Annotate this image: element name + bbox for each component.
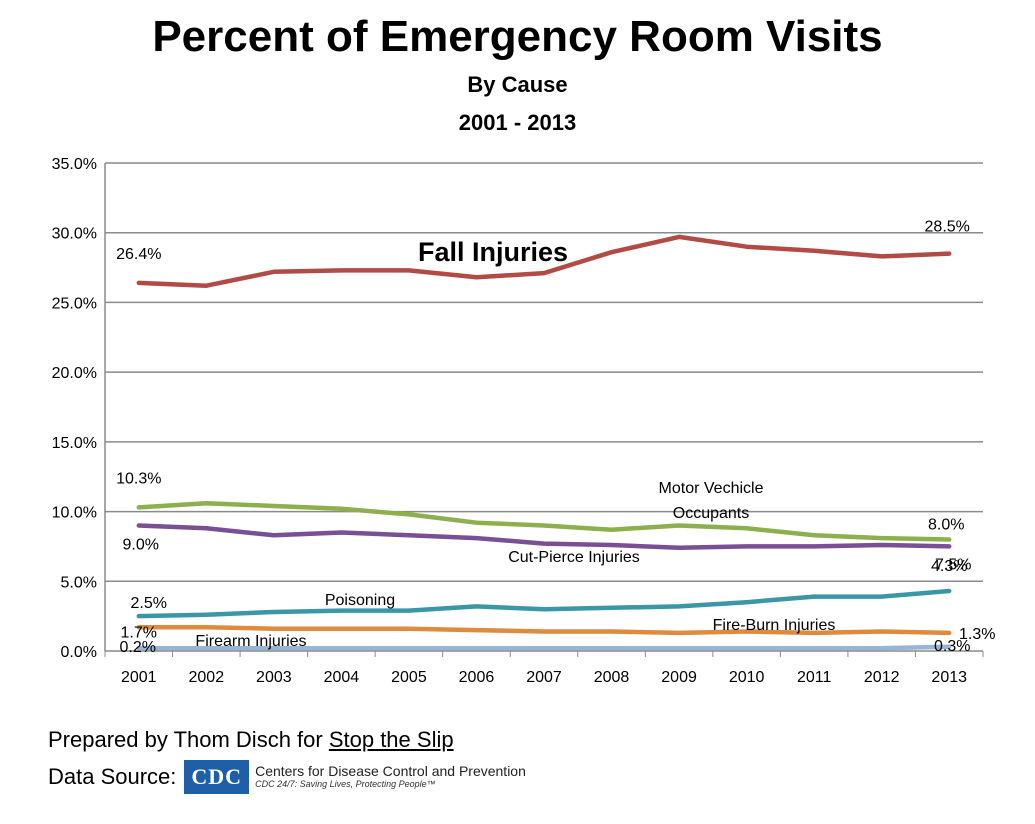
data-label: 1.3%: [959, 626, 995, 643]
cdc-abbrev: CDC: [184, 760, 250, 794]
x-tick-label: 2011: [797, 669, 832, 686]
data-label: 28.5%: [925, 219, 970, 236]
chart-subtitle-years: 2001 - 2013: [458, 110, 577, 135]
series-name-label: Firearm Injuries: [195, 633, 306, 650]
y-tick-label: 0.0%: [61, 644, 97, 661]
series-name-label: Fall Injuries: [418, 237, 568, 267]
series-line-fall-injuries: [136, 234, 952, 288]
y-tick-label: 15.0%: [52, 435, 97, 452]
y-tick-label: 25.0%: [52, 295, 97, 312]
x-tick-label: 2001: [121, 669, 157, 686]
y-tick-label: 10.0%: [52, 505, 97, 522]
series-name-label: Fire-Burn Injuries: [713, 617, 836, 634]
data-label: 7.5%: [935, 556, 971, 573]
chart-subtitle-cause: By Cause: [467, 72, 568, 97]
data-label: 9.0%: [123, 537, 159, 554]
data-source-line: Data Source: CDC Centers for Disease Con…: [48, 760, 526, 794]
series-name-label: Motor Vechicle: [659, 480, 764, 497]
y-tick-label: 20.0%: [52, 365, 97, 382]
data-label: 0.3%: [934, 638, 970, 655]
data-label: 0.2%: [120, 639, 156, 656]
x-tick-label: 2009: [661, 669, 697, 686]
stop-the-slip-link[interactable]: Stop the Slip: [328, 727, 454, 752]
series-name-label: Cut-Pierce Injuries: [508, 549, 640, 566]
cdc-tagline: CDC 24/7: Saving Lives, Protecting Peopl…: [255, 778, 436, 789]
data-label: 10.3%: [116, 470, 161, 487]
x-tick-label: 2007: [526, 669, 562, 686]
x-tick-label: 2010: [729, 669, 765, 686]
series-line-motor-vechicle-occupants: [136, 500, 952, 542]
x-tick-label: 2012: [864, 669, 900, 686]
series-name-label: Occupants: [673, 505, 749, 522]
prepared-by-line: Prepared by Thom Disch for Stop the Slip: [48, 727, 454, 753]
y-tick-label: 5.0%: [61, 574, 97, 591]
chart-title: Percent of Emergency Room Visits: [152, 12, 883, 61]
x-tick-label: 2006: [459, 669, 495, 686]
x-tick-label: 2005: [391, 669, 427, 686]
y-tick-label: 35.0%: [52, 156, 97, 173]
x-tick-label: 2002: [189, 669, 225, 686]
data-label: 2.5%: [131, 595, 167, 612]
y-tick-label: 30.0%: [52, 226, 97, 243]
series-line-fire-burn-injuries: [136, 625, 952, 636]
data-source-label: Data Source:: [48, 764, 177, 789]
data-label: 26.4%: [116, 246, 161, 263]
series-line-cut-pierce-injuries: [136, 523, 952, 551]
x-tick-label: 2004: [324, 669, 360, 686]
series-name-label: Poisoning: [325, 592, 395, 609]
prepared-by-text: Prepared by Thom Disch for: [48, 727, 329, 752]
cdc-logo: CDC Centers for Disease Control and Prev…: [184, 760, 526, 794]
data-label: 4.3%: [931, 558, 967, 575]
x-tick-label: 2013: [931, 669, 967, 686]
series-line-poisoning: [136, 588, 952, 619]
data-label: 1.7%: [121, 624, 157, 641]
x-tick-label: 2003: [256, 669, 292, 686]
series-line-firearm-injuries: [136, 644, 952, 651]
x-tick-label: 2008: [594, 669, 630, 686]
data-label: 8.0%: [928, 516, 964, 533]
cdc-name: Centers for Disease Control and Preventi…: [255, 763, 526, 780]
